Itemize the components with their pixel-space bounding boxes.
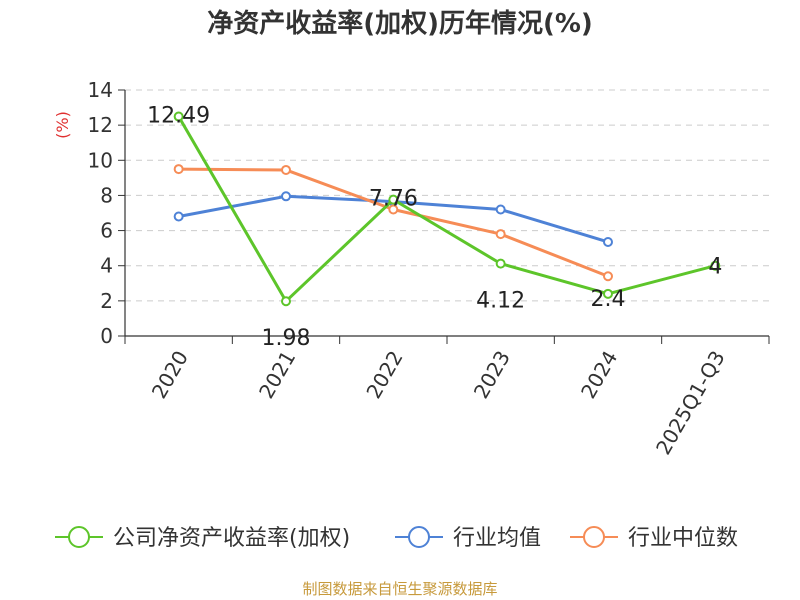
data-label: 4.12 <box>476 289 525 314</box>
y-tick-label: 0 <box>100 324 113 348</box>
legend-label: 公司净资产收益率(加权) <box>113 526 350 551</box>
data-point <box>603 271 613 282</box>
data-point <box>173 111 184 122</box>
x-tick-label: 2022 <box>361 347 407 403</box>
legend-item[interactable]: 行业均值 <box>395 526 541 551</box>
data-label: 12.49 <box>147 104 210 129</box>
x-tick-label: 2023 <box>469 346 515 402</box>
data-point <box>281 296 291 307</box>
data-point <box>281 164 291 175</box>
legend-marker <box>68 526 90 548</box>
grid-lines <box>125 89 769 302</box>
legend-marker <box>583 526 605 548</box>
data-point <box>388 204 399 215</box>
y-tick-label: 14 <box>88 78 113 102</box>
y-tick-label: 6 <box>100 219 113 243</box>
chart-title: 净资产收益率(加权)历年情况(%) <box>207 8 593 39</box>
legend-label: 行业均值 <box>453 526 541 551</box>
legend-label: 行业中位数 <box>628 526 738 551</box>
data-labels: 12.49 1.98 7.76 4.12 2.4 4 <box>147 104 722 352</box>
series-line <box>177 115 716 303</box>
x-tick-label: 2020 <box>147 347 193 403</box>
legend-marker <box>408 526 430 548</box>
x-tick-label: 2021 <box>254 347 300 403</box>
data-point <box>710 260 721 271</box>
data-point <box>603 236 613 247</box>
data-point <box>173 164 184 175</box>
data-label: 1.98 <box>262 326 311 351</box>
data-point <box>388 194 399 205</box>
data-point <box>603 288 613 299</box>
data-point <box>173 211 184 222</box>
data-point <box>281 191 291 202</box>
y-tick-label: 10 <box>88 148 113 172</box>
data-point <box>495 258 506 269</box>
y-axis-unit: (%) <box>53 111 72 139</box>
data-label: 7.76 <box>369 187 418 212</box>
data-point <box>495 229 506 240</box>
y-tick-label: 12 <box>88 113 113 137</box>
source-note: 制图数据来自恒生聚源数据库 <box>302 580 497 598</box>
x-tick-label: 2024 <box>576 347 622 403</box>
data-label: 4 <box>708 255 722 280</box>
data-point <box>495 204 506 215</box>
legend-item[interactable]: 行业中位数 <box>570 526 738 551</box>
x-tick-label: 2025Q1-Q3 <box>651 347 730 459</box>
legend: 公司净资产收益率(加权) 行业均值 行业中位数 <box>55 526 738 551</box>
y-tick-label: 4 <box>100 254 113 278</box>
axes: 0 2 4 6 8 10 12 14 2020 2021 2022 2023 2024 2025Q1-Q3 <box>88 78 770 459</box>
legend-item[interactable]: 公司净资产收益率(加权) <box>55 526 350 551</box>
y-tick-label: 2 <box>100 289 113 313</box>
data-label: 2.4 <box>591 287 626 312</box>
y-tick-label: 8 <box>100 183 113 207</box>
series-lines <box>173 111 721 307</box>
